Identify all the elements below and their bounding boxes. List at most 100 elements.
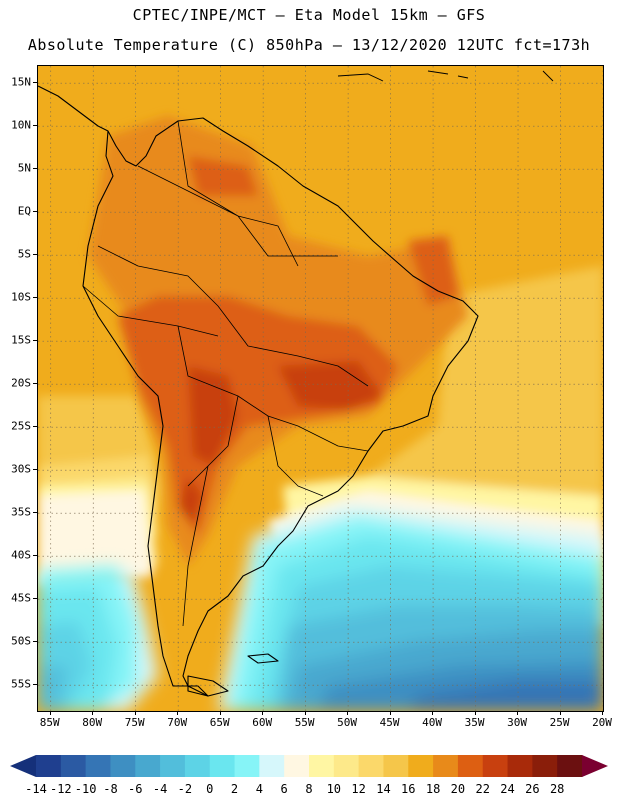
colorbar-cell <box>160 755 186 777</box>
lat-tick <box>33 168 37 170</box>
lon-tick <box>262 711 264 715</box>
colorbar-label: 26 <box>525 782 540 796</box>
colorbar-label: 28 <box>549 782 565 796</box>
colorbar-cell <box>408 755 434 777</box>
temperature-band-22-24 <box>178 361 383 526</box>
lon-tick <box>347 711 349 715</box>
lon-label-65W: 65W <box>209 716 230 729</box>
lat-tick <box>33 297 37 299</box>
lon-tick <box>432 711 434 715</box>
colorbar-label: 18 <box>425 782 441 796</box>
colorbar-label: -14 <box>25 782 47 796</box>
colorbar-cell <box>557 755 583 777</box>
lat-label-55S: 55S <box>11 677 31 691</box>
colorbar-label: 14 <box>376 782 391 796</box>
lon-tick <box>559 711 561 715</box>
lat-tick <box>33 340 37 342</box>
lat-tick <box>33 684 37 686</box>
south-america-coastline <box>82 117 479 697</box>
lon-tick <box>49 711 51 715</box>
colorbar-cell <box>333 755 360 777</box>
colorbar-over-arrow <box>582 755 608 777</box>
lon-label-70W: 70W <box>167 716 188 729</box>
lat-label-50S: 50S <box>11 634 31 648</box>
falkland-islands <box>247 653 279 664</box>
lat-tick <box>33 211 37 213</box>
lat-label-10N: 10N <box>11 118 31 132</box>
lat-label-30S: 30S <box>11 462 31 476</box>
lon-label-75W: 75W <box>124 716 145 729</box>
temperature-band-minus10-minus8 <box>408 681 603 711</box>
colorbar-cell <box>507 755 533 777</box>
colorbar-cell <box>234 755 260 777</box>
lon-label-40W: 40W <box>422 716 442 729</box>
lon-tick <box>177 711 179 715</box>
colorbar-label: 24 <box>500 782 515 796</box>
lon-tick <box>517 711 519 715</box>
lon-label-20W: 20W <box>592 716 612 729</box>
lon-label-85W: 85W <box>39 716 60 729</box>
lat-label-EQ: EQ <box>17 204 31 218</box>
colorbar-label: -8 <box>103 782 118 796</box>
lat-tick <box>33 469 37 471</box>
lat-label-25S: 25S <box>11 419 31 433</box>
lat-tick <box>33 383 37 385</box>
colorbar-cell <box>482 755 509 777</box>
colorbar-label: 6 <box>280 782 288 796</box>
colorbar-cell <box>60 755 87 777</box>
colorbar-cell <box>358 755 384 777</box>
colorbar-cell <box>433 755 459 777</box>
colorbar-under-arrow <box>10 755 36 777</box>
lat-label-20S: 20S <box>11 376 31 390</box>
colorbar-cell <box>110 755 136 777</box>
lon-tick <box>134 711 136 715</box>
colorbar-label: -12 <box>49 782 72 796</box>
lat-label-5S: 5S <box>17 247 31 261</box>
colorbar-cell <box>135 755 161 777</box>
lon-tick <box>92 711 94 715</box>
colorbar-cell <box>309 755 335 777</box>
lon-label-55W: 55W <box>294 716 315 729</box>
tierra-del-fuego <box>187 675 229 697</box>
lon-tick <box>602 711 603 715</box>
lat-tick <box>33 125 37 127</box>
lat-tick <box>33 641 37 643</box>
colorbar-cell <box>259 755 285 777</box>
lat-label-45S: 45S <box>11 591 31 605</box>
lon-tick <box>304 711 306 715</box>
lat-label-15N: 15N <box>11 75 31 89</box>
lat-label-10S: 10S <box>11 290 31 304</box>
colorbar-cell <box>36 755 62 777</box>
lat-label-15S: 15S <box>11 333 31 347</box>
colorbar-cell <box>383 755 409 777</box>
lon-label-80W: 80W <box>82 716 103 729</box>
map-title-line1: CPTEC/INPE/MCT – Eta Model 15km – GFS <box>132 6 486 24</box>
lat-label-5N: 5N <box>17 161 31 175</box>
colorbar-label: -10 <box>74 782 97 796</box>
lat-tick <box>33 512 37 514</box>
lat-tick <box>33 555 37 557</box>
lat-tick <box>33 82 37 84</box>
lon-tick <box>389 711 391 715</box>
lat-label-40S: 40S <box>11 548 31 562</box>
lon-label-50W: 50W <box>337 716 358 729</box>
colorbar-label: -6 <box>128 782 143 796</box>
colorbar-cell <box>209 755 236 777</box>
colorbar-label: 8 <box>305 782 313 796</box>
colorbar-label: -4 <box>152 782 168 796</box>
lat-tick <box>33 254 37 256</box>
lon-tick <box>474 711 476 715</box>
colorbar <box>10 755 608 777</box>
lon-tick <box>219 711 221 715</box>
colorbar-cell <box>85 755 111 777</box>
colorbar-cell <box>532 755 558 777</box>
colorbar-label: 4 <box>255 782 263 796</box>
map-title-line2: Absolute Temperature (C) 850hPa – 13/12/… <box>27 36 591 54</box>
colorbar-label: -2 <box>177 782 193 796</box>
country-borders <box>82 120 369 627</box>
lon-label-45W: 45W <box>379 716 400 729</box>
colorbar-label: 10 <box>326 782 342 796</box>
lat-tick <box>33 426 37 428</box>
lon-label-35W: 35W <box>464 716 485 729</box>
lon-label-60W: 60W <box>252 716 273 729</box>
